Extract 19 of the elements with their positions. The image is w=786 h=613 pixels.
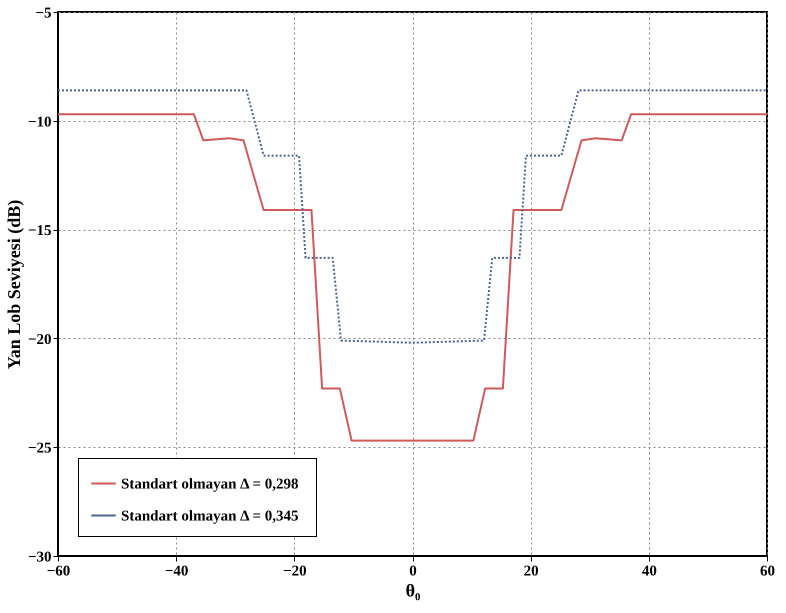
y-tick-label: −20 bbox=[28, 332, 52, 348]
legend-label: Standart olmayan Δ = 0,298 bbox=[121, 476, 299, 492]
x-tick-label: −40 bbox=[164, 564, 188, 580]
x-tick-label: −20 bbox=[283, 564, 307, 580]
x-tick-label: −60 bbox=[46, 564, 70, 580]
x-tick-label: 60 bbox=[760, 564, 775, 580]
line-series bbox=[57, 89, 768, 344]
y-tick-label: −10 bbox=[28, 114, 52, 130]
legend-label: Standart olmayan Δ = 0,345 bbox=[121, 508, 299, 524]
y-tick-label: −5 bbox=[35, 6, 52, 22]
x-axis-title: θ₀ bbox=[406, 580, 420, 600]
y-tick-label: −25 bbox=[28, 440, 52, 457]
x-tick-label: 0 bbox=[409, 564, 417, 580]
line-series bbox=[57, 113, 768, 442]
x-tick-label: 40 bbox=[642, 564, 657, 580]
y-tick-label: −15 bbox=[28, 223, 52, 240]
y-tick-label: −30 bbox=[28, 550, 52, 566]
y-axis-title: Yan Lob Seviyesi (dB) bbox=[4, 200, 24, 370]
x-tick-label: 20 bbox=[524, 564, 539, 580]
